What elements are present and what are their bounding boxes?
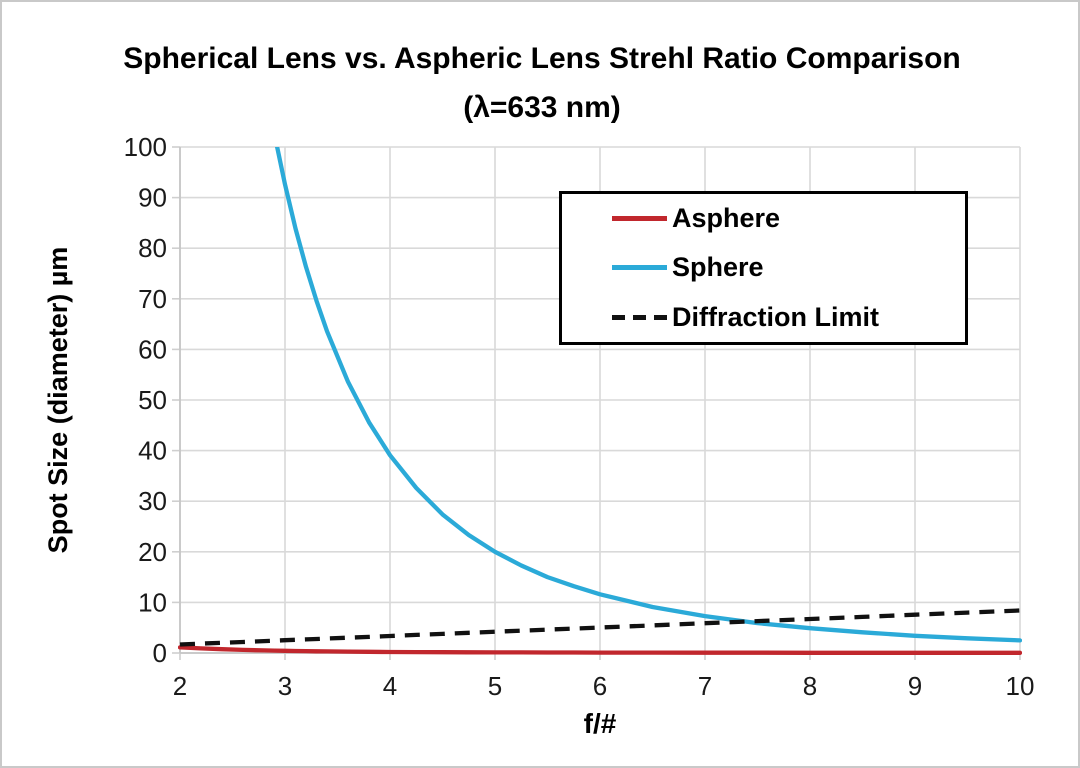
svg-text:9: 9 (908, 671, 922, 701)
svg-text:4: 4 (383, 671, 397, 701)
x-axis-title: f/# (583, 708, 617, 739)
svg-text:90: 90 (138, 183, 167, 213)
svg-text:8: 8 (803, 671, 817, 701)
svg-text:2: 2 (173, 671, 187, 701)
legend-label-asphere: Asphere (672, 203, 781, 234)
svg-text:70: 70 (138, 284, 167, 314)
svg-text:10: 10 (1006, 671, 1035, 701)
legend-label-sphere: Sphere (672, 252, 764, 283)
svg-text:6: 6 (593, 671, 607, 701)
legend-label-diffraction-limit: Diffraction Limit (672, 301, 879, 332)
legend-line-sample-asphere (612, 216, 667, 222)
svg-text:3: 3 (278, 671, 292, 701)
svg-text:40: 40 (138, 436, 167, 466)
legend-item-asphere: Asphere (612, 203, 965, 234)
svg-text:60: 60 (138, 334, 167, 364)
y-axis-title: Spot Size (diameter) µm (43, 246, 73, 554)
legend-item-sphere: Sphere (612, 252, 965, 283)
chart-title: Spherical Lens vs. Aspheric Lens Strehl … (123, 42, 961, 124)
legend-line-sample-sphere (612, 265, 667, 271)
svg-text:100: 100 (124, 132, 167, 162)
svg-text:80: 80 (138, 233, 167, 263)
svg-text:5: 5 (488, 671, 502, 701)
svg-text:7: 7 (698, 671, 712, 701)
svg-text:30: 30 (138, 486, 167, 516)
svg-text:10: 10 (138, 587, 167, 617)
legend-item-diffraction-limit: Diffraction Limit (612, 302, 965, 333)
svg-text:20: 20 (138, 537, 167, 567)
svg-text:0: 0 (153, 638, 167, 668)
legend-line-sample-diffraction-limit (612, 314, 667, 320)
svg-text:50: 50 (138, 385, 167, 415)
legend: Asphere Sphere Diffraction Limit (559, 191, 968, 345)
